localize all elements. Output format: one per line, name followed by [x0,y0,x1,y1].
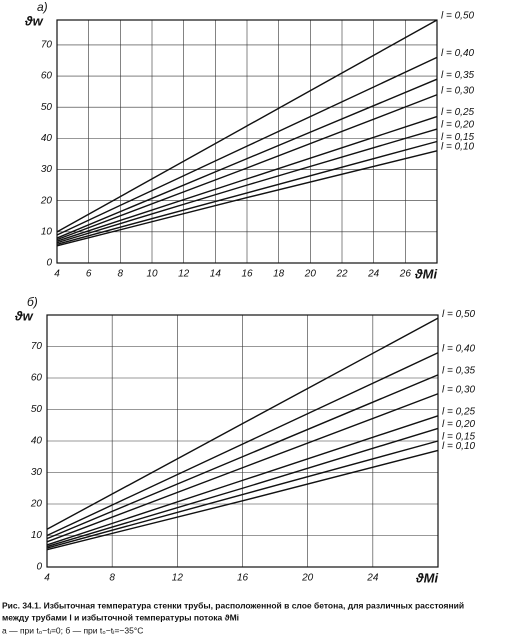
y-tick-label: 20 [40,195,53,206]
x-tick-label: 22 [335,269,348,280]
series-label: l = 0,40 [441,48,475,59]
x-tick-label: 14 [210,269,222,280]
series-label: l = 0,20 [442,419,476,430]
series-label: l = 0,30 [442,384,476,395]
y-tick-label: 40 [31,436,43,447]
y-tick-label: 40 [41,133,53,144]
series-label: l = 0,25 [442,406,476,417]
data-line [56,150,438,247]
data-line [56,19,438,233]
data-line [56,94,438,241]
y-tick-label: 20 [30,499,43,510]
x-tick-label: 6 [86,269,92,280]
x-tick-label: 8 [118,269,124,280]
series-label: l = 0,50 [442,309,476,320]
y-tick-label: 50 [41,102,53,113]
caption-line: Рис. 34.1. Избыточная температура стенки… [2,600,464,610]
caption-line: а — при t₀−tᵢ=0; б — при t₀−tᵢ=−35°C [2,625,143,635]
x-axis-label: ϑMi [415,570,439,585]
x-tick-label: 16 [237,573,249,584]
y-tick-label: 70 [31,341,43,352]
x-tick-label: 20 [304,269,317,280]
series-label: l = 0,15 [442,432,476,443]
data-line [46,352,439,537]
caption-line: между трубами l и избыточной температуры… [2,612,239,622]
x-tick-label: 20 [301,573,314,584]
series-label: l = 0,15 [441,132,475,143]
panel-label: а) [37,0,48,14]
series-label: l = 0,35 [441,70,475,81]
data-line [56,128,438,244]
y-tick-label: 60 [31,373,43,384]
x-tick-label: 10 [146,269,158,280]
y-axis-label: ϑw [24,13,44,28]
y-tick-label: 70 [41,40,53,51]
y-tick-label: 30 [41,164,53,175]
data-line [46,374,439,540]
data-line [56,78,438,239]
y-tick-label: 10 [31,530,43,541]
data-line [46,317,439,530]
data-line [46,415,439,546]
data-line [46,393,439,543]
series-label: l = 0,30 [441,85,475,96]
y-tick-label: 30 [31,467,43,478]
x-tick-label: 18 [273,269,285,280]
y-tick-label: 60 [41,71,53,82]
data-line [56,56,438,236]
series-label: l = 0,50 [441,11,475,22]
x-tick-label: 12 [178,269,190,280]
x-tick-label: 4 [44,573,50,584]
series-label: l = 0,35 [442,365,476,376]
data-line [56,140,438,245]
series-label: l = 0,25 [441,107,475,118]
x-tick-label: 12 [172,573,184,584]
x-tick-label: 24 [366,573,379,584]
y-axis-label: ϑw [14,308,34,323]
y-tick-label: 50 [31,404,43,415]
data-line [56,115,438,242]
panel-label: б) [27,295,38,309]
series-label: l = 0,10 [442,441,476,452]
series-label: l = 0,20 [441,120,475,131]
x-axis-label: ϑMi [414,266,438,281]
y-tick-label: 0 [36,562,42,573]
series-label: l = 0,10 [441,141,475,152]
x-tick-label: 4 [54,269,60,280]
data-line [46,427,439,548]
data-line [46,440,439,549]
x-tick-label: 26 [399,269,412,280]
y-tick-label: 10 [41,226,53,237]
y-tick-label: 0 [46,258,52,269]
x-tick-label: 16 [241,269,253,280]
x-tick-label: 24 [367,269,380,280]
data-line [46,449,439,551]
x-tick-label: 8 [109,573,115,584]
series-label: l = 0,40 [442,343,476,354]
